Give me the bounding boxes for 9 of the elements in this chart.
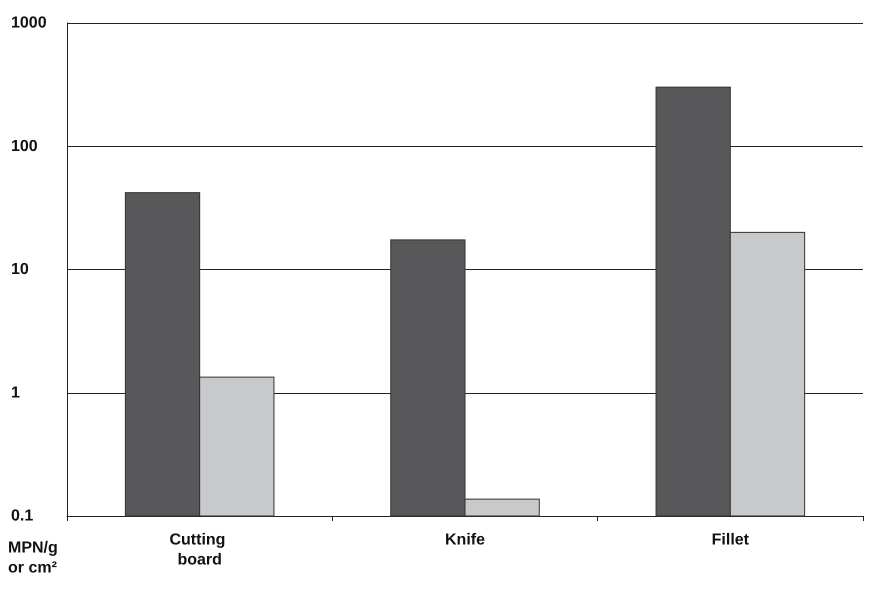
y-tick-label: 1: [11, 384, 20, 402]
x-tick-label: Fillet: [712, 532, 750, 548]
y-tick-label: 100: [11, 138, 38, 155]
y-tick-label: 1000: [11, 14, 47, 32]
x-tick-label: Knife: [445, 532, 486, 548]
y-tick-label: 10: [11, 261, 29, 278]
x-tick-label: Cutting board: [169, 532, 230, 568]
y-axis-title: MPN/g or cm²: [8, 540, 62, 576]
y-tick-label: 0.1: [11, 508, 34, 524]
